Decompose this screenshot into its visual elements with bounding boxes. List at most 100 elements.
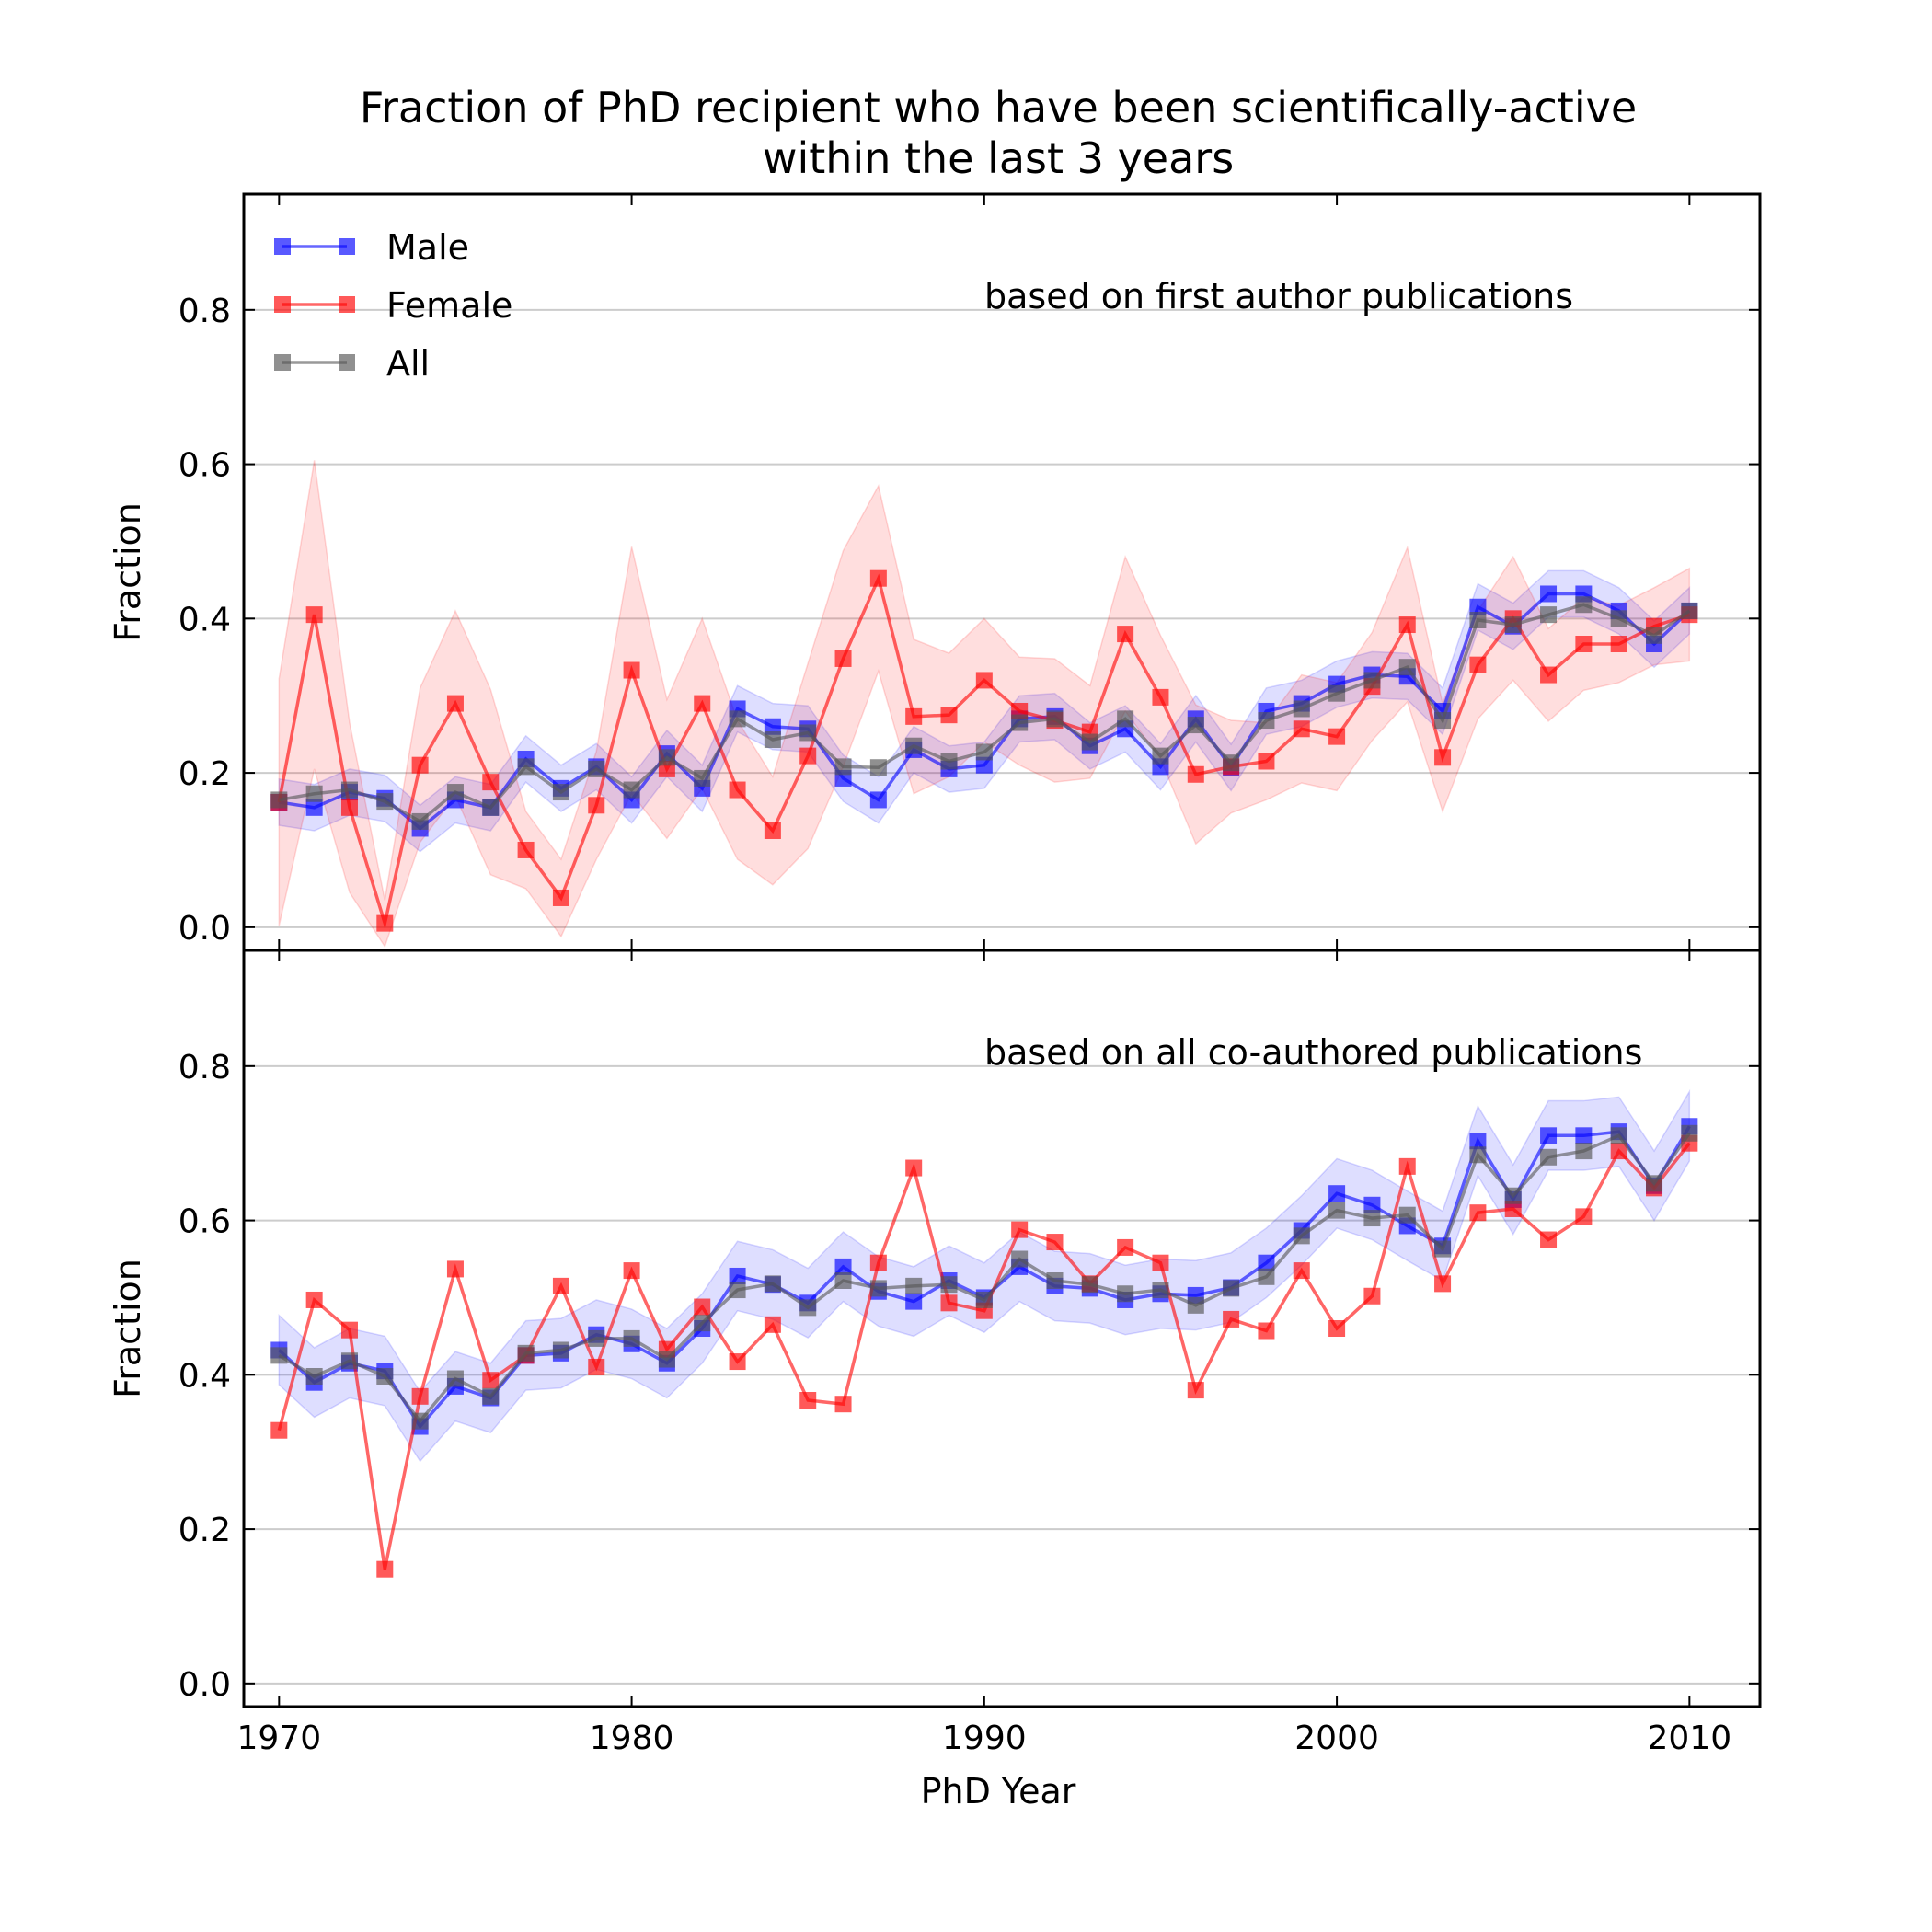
data-point-all xyxy=(482,1387,500,1405)
data-point-all xyxy=(1504,616,1522,634)
data-point-all xyxy=(1258,712,1275,730)
plot-area xyxy=(270,1088,1698,1578)
data-point-female xyxy=(588,1358,605,1375)
data-point-all xyxy=(1011,1250,1029,1268)
legend: Male Female All xyxy=(274,227,512,384)
legend-marker-male xyxy=(339,238,355,255)
data-point-female xyxy=(1540,666,1558,684)
plot-area xyxy=(270,460,1698,949)
y-tick-label: 0.6 xyxy=(178,447,231,485)
data-point-all xyxy=(1223,1280,1240,1297)
data-point-all xyxy=(376,1368,394,1386)
data-point-female xyxy=(1293,720,1310,738)
data-point-all xyxy=(1293,1227,1310,1245)
top-panel: 0.0 0.2 0.4 0.6 0.8 Fraction based on first au… xyxy=(108,192,1762,952)
data-point-female xyxy=(1187,765,1204,783)
y-tick-label: 0.2 xyxy=(178,1512,231,1549)
x-tick-label: 1970 xyxy=(237,1719,322,1757)
data-point-all xyxy=(729,710,746,728)
y-tick-label: 0.0 xyxy=(178,910,231,948)
data-point-female xyxy=(1117,1238,1134,1256)
data-point-all xyxy=(1434,712,1452,730)
data-point-female xyxy=(1434,749,1452,766)
data-point-female xyxy=(834,1396,852,1413)
chart-title-line1: Fraction of PhD recipient who have been … xyxy=(360,83,1637,132)
data-point-all xyxy=(869,1280,887,1297)
data-point-all xyxy=(764,731,781,749)
data-point-male xyxy=(975,756,993,774)
data-point-all xyxy=(1469,1146,1487,1164)
data-point-all xyxy=(1152,747,1169,765)
data-point-female xyxy=(1434,1275,1452,1293)
data-point-female xyxy=(1223,1310,1240,1328)
data-point-female xyxy=(1293,1262,1310,1280)
data-point-female xyxy=(411,1387,429,1405)
legend-marker-female xyxy=(274,296,291,313)
data-point-all xyxy=(1081,1276,1098,1294)
data-point-all xyxy=(1540,1148,1558,1166)
data-point-all xyxy=(834,758,852,776)
x-tick-label: 1990 xyxy=(942,1719,1027,1757)
data-point-female xyxy=(1152,688,1169,706)
data-point-female xyxy=(694,695,711,712)
y-axis-label: Fraction xyxy=(108,1259,148,1398)
data-point-female xyxy=(1540,1231,1558,1248)
data-point-all xyxy=(270,1347,288,1364)
data-point-all xyxy=(552,784,569,801)
y-tick-label: 0.8 xyxy=(178,293,231,330)
data-point-all xyxy=(1117,710,1134,728)
data-point-female xyxy=(869,1254,887,1271)
data-point-all xyxy=(1187,717,1204,734)
data-point-female xyxy=(799,747,817,765)
data-point-all xyxy=(1646,627,1663,644)
data-point-female xyxy=(482,1372,500,1389)
data-point-female xyxy=(552,1277,569,1294)
data-point-male xyxy=(1540,585,1558,603)
data-point-male xyxy=(1469,1133,1487,1150)
data-point-male xyxy=(1328,1185,1346,1202)
data-point-female xyxy=(1610,1143,1627,1160)
confidence-band-male xyxy=(278,1088,1691,1463)
data-point-male xyxy=(1540,1127,1558,1144)
data-point-all xyxy=(764,1275,781,1293)
data-point-male xyxy=(764,718,781,735)
data-point-female xyxy=(482,774,500,791)
data-point-all xyxy=(905,1277,923,1294)
data-point-male xyxy=(305,799,323,816)
data-point-female xyxy=(305,1291,323,1308)
data-point-all xyxy=(799,724,817,742)
legend-label-male: Male xyxy=(386,227,469,268)
data-point-female xyxy=(905,707,923,725)
data-point-all xyxy=(940,1276,958,1294)
data-point-all xyxy=(1610,1127,1627,1144)
data-point-all xyxy=(658,749,675,766)
data-point-female xyxy=(764,822,781,839)
data-point-female xyxy=(869,569,887,587)
data-point-all xyxy=(1681,1124,1698,1142)
data-point-female xyxy=(446,1260,464,1278)
data-point-male xyxy=(834,1258,852,1275)
legend-marker-all xyxy=(339,354,355,371)
panel-annotation: based on first author publications xyxy=(984,276,1573,316)
data-point-all xyxy=(270,791,288,809)
data-point-all xyxy=(1610,610,1627,627)
data-point-all xyxy=(1398,659,1416,676)
data-point-all xyxy=(1469,612,1487,629)
data-point-all xyxy=(1046,1271,1064,1289)
data-point-all xyxy=(694,769,711,787)
data-point-all xyxy=(411,1412,429,1430)
data-point-female xyxy=(1575,636,1593,653)
data-point-female xyxy=(729,1353,746,1371)
data-point-all xyxy=(834,1271,852,1289)
y-tick-label: 0.0 xyxy=(178,1666,231,1704)
x-axis-label: PhD Year xyxy=(921,1771,1076,1811)
y-tick-label: 0.6 xyxy=(178,1203,231,1241)
data-point-female xyxy=(588,797,605,814)
data-point-female xyxy=(975,672,993,689)
data-point-all xyxy=(1575,1143,1593,1160)
data-point-female xyxy=(1328,728,1346,745)
data-point-male xyxy=(729,1267,746,1284)
data-point-female xyxy=(411,756,429,774)
data-point-all xyxy=(552,1341,569,1359)
